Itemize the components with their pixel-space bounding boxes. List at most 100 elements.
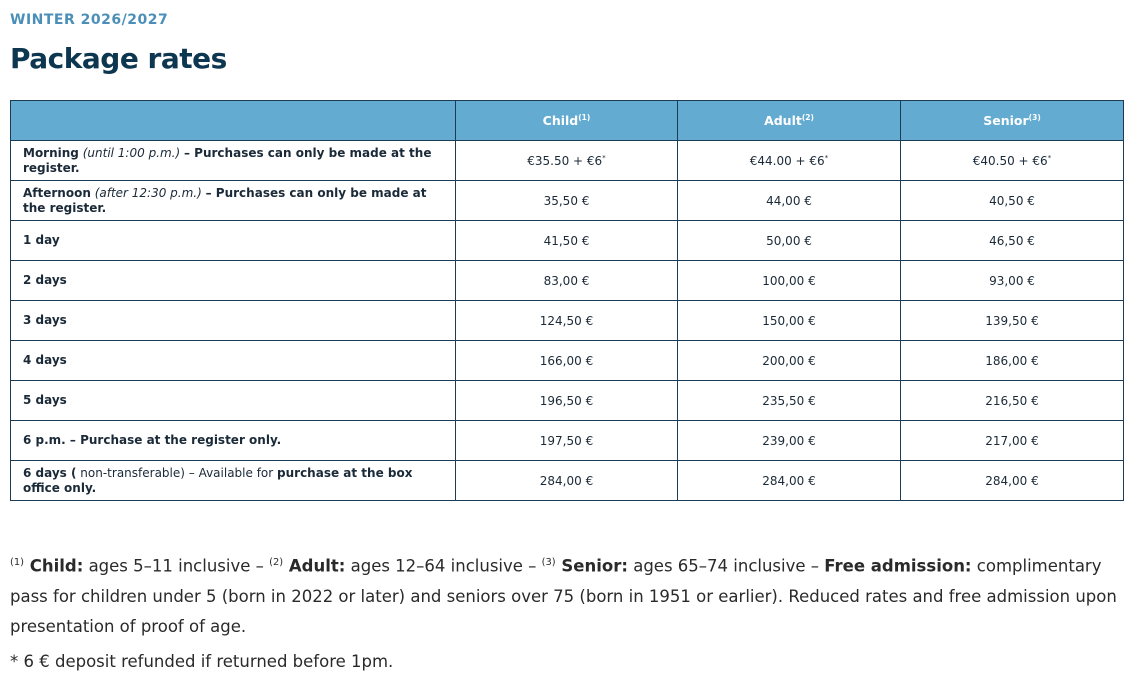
- price: 217,00 €: [985, 433, 1039, 448]
- price-cell: 35,50 €: [455, 180, 678, 221]
- price-cell: 150,00 €: [677, 300, 901, 341]
- column-footnote: (3): [1028, 112, 1041, 122]
- price: 284,00 €: [762, 473, 816, 488]
- text-segment: (after 12:30 p.m.): [90, 185, 206, 200]
- text-segment: Morning: [23, 145, 79, 160]
- text-segment: 3 days: [23, 313, 67, 327]
- price: 200,00 €: [762, 353, 816, 368]
- text-segment: Afternoon: [23, 185, 91, 200]
- text-segment: (3): [541, 557, 556, 568]
- price-cell: 197,50 €: [455, 420, 678, 461]
- price: 197,50 €: [539, 433, 594, 448]
- price-note: *: [824, 153, 829, 162]
- price-cell: 239,00 €: [677, 420, 901, 461]
- row-label: 6 days ( non-transferable) – Available f…: [10, 460, 456, 501]
- table-row: 6 days ( non-transferable) – Available f…: [10, 460, 1124, 501]
- price-cell: 196,50 €: [455, 380, 678, 421]
- price: 196,50 €: [539, 393, 594, 408]
- column-footnote: (2): [801, 112, 814, 122]
- price: 100,00 €: [762, 273, 816, 288]
- price: 93,00 €: [989, 273, 1035, 288]
- page-title: Package rates: [10, 42, 227, 75]
- price-cell: 40,50 €: [900, 180, 1124, 221]
- text-segment: ages 5–11 inclusive –: [83, 556, 270, 576]
- price-cell: 124,50 €: [455, 300, 678, 341]
- price: 40,50 €: [989, 193, 1035, 208]
- text-segment: Free admission:: [824, 556, 972, 576]
- header-row: Child(1) Adult(2) Senior(3): [10, 100, 1124, 141]
- price: 35,50 €: [543, 193, 590, 208]
- text-segment: non-transferable) – Available for: [76, 465, 278, 480]
- price: 124,50 €: [539, 313, 594, 328]
- price: 46,50 €: [989, 233, 1035, 248]
- price: 239,00 €: [762, 433, 816, 448]
- column-label: Adult: [764, 113, 802, 129]
- text-segment: 6 days (: [23, 465, 77, 480]
- table-row: 3 days 124,50 € 150,00 € 139,50 €: [10, 300, 1124, 341]
- row-label: 4 days: [10, 340, 456, 381]
- price-cell: 284,00 €: [455, 460, 678, 501]
- header-cell: Child(1): [455, 100, 678, 141]
- text-segment: ages 65–74 inclusive –: [627, 556, 825, 576]
- table-row: 5 days 196,50 € 235,50 € 216,50 €: [10, 380, 1124, 421]
- text-segment: Child:: [24, 556, 84, 576]
- price: 284,00 €: [539, 473, 594, 488]
- price-cell: 139,50 €: [900, 300, 1124, 341]
- text-segment: 5 days: [23, 393, 67, 407]
- table-row: 1 day 41,50 € 50,00 € 46,50 €: [10, 220, 1124, 261]
- price: €44.00 + €6: [749, 154, 825, 168]
- price-cell: 50,00 €: [677, 220, 901, 261]
- price-cell: 216,50 €: [900, 380, 1124, 421]
- price-cell: 100,00 €: [677, 260, 901, 301]
- table-row: 6 p.m. – Purchase at the register only. 1…: [10, 420, 1124, 461]
- price: 166,00 €: [539, 353, 594, 368]
- price-cell: 284,00 €: [677, 460, 901, 501]
- row-label: 1 day: [10, 220, 456, 261]
- price: 83,00 €: [543, 273, 590, 288]
- price-cell: €40.50 + €6*: [900, 140, 1124, 181]
- table-row: Afternoon (after 12:30 p.m.) – Purchases…: [10, 180, 1124, 221]
- price: 150,00 €: [762, 313, 816, 328]
- text-segment: complimentary pass for children under 5 …: [10, 556, 1117, 636]
- row-label: 2 days: [10, 260, 456, 301]
- price-note: *: [1047, 153, 1052, 162]
- text-segment: 1 day: [23, 233, 60, 247]
- text-segment: 4 days: [23, 353, 67, 367]
- text-segment: (2): [269, 557, 284, 568]
- price-cell: 46,50 €: [900, 220, 1124, 261]
- row-label: Morning (until 1:00 p.m.) – Purchases ca…: [10, 140, 456, 181]
- text-segment: – Purchases can only be made at the regi…: [23, 145, 432, 175]
- price: 216,50 €: [985, 393, 1039, 408]
- text-segment: ages 12–64 inclusive –: [345, 556, 542, 576]
- text-segment: (until 1:00 p.m.): [78, 145, 184, 160]
- price-cell: 166,00 €: [455, 340, 678, 381]
- text-segment: 6 p.m. – Purchase at the register only.: [23, 433, 282, 447]
- price: 235,50 €: [762, 393, 816, 408]
- price-cell: 93,00 €: [900, 260, 1124, 301]
- text-segment: Adult:: [283, 556, 346, 576]
- table-body: Morning (until 1:00 p.m.) – Purchases ca…: [10, 140, 1124, 501]
- price: 50,00 €: [766, 233, 812, 248]
- price-note: *: [602, 153, 606, 162]
- price-cell: 284,00 €: [900, 460, 1124, 501]
- price-cell: €35.50 + €6*: [455, 140, 678, 181]
- text-segment: (1): [10, 557, 24, 568]
- price: 186,00 €: [985, 353, 1039, 368]
- column-label: Senior: [983, 113, 1029, 129]
- header-cell: [10, 100, 456, 141]
- column-footnote: (1): [578, 112, 591, 122]
- price: 139,50 €: [985, 313, 1039, 328]
- row-label: 6 p.m. – Purchase at the register only.: [10, 420, 456, 461]
- price-cell: 83,00 €: [455, 260, 678, 301]
- price: 41,50 €: [543, 233, 590, 248]
- row-label: Afternoon (after 12:30 p.m.) – Purchases…: [10, 180, 456, 221]
- text-segment: Senior:: [555, 556, 628, 576]
- text-segment: 2 days: [23, 273, 67, 287]
- table-row: 4 days 166,00 € 200,00 € 186,00 €: [10, 340, 1124, 381]
- rates-table: Child(1) Adult(2) Senior(3) Morning (until…: [10, 100, 1124, 501]
- table-row: Morning (until 1:00 p.m.) – Purchases ca…: [10, 140, 1124, 181]
- row-label: 5 days: [10, 380, 456, 421]
- price-cell: 217,00 €: [900, 420, 1124, 461]
- row-label: 3 days: [10, 300, 456, 341]
